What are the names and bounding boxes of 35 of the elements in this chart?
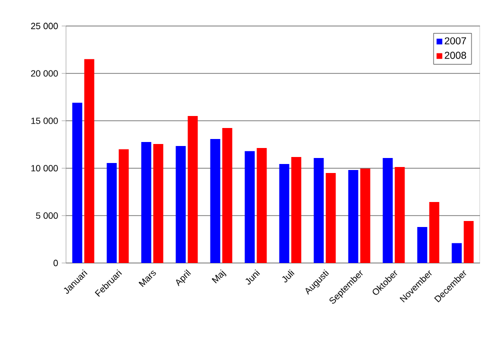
legend-label: 2007 bbox=[444, 37, 466, 44]
bar bbox=[291, 157, 302, 263]
bar bbox=[84, 59, 94, 263]
bar bbox=[429, 202, 440, 263]
legend-label: 2008 bbox=[444, 52, 466, 59]
bar bbox=[314, 158, 324, 263]
bar bbox=[394, 166, 405, 263]
bar bbox=[360, 168, 370, 263]
bar bbox=[188, 116, 198, 263]
y-tick-label: 0 bbox=[54, 260, 58, 266]
x-tick-label: Juli bbox=[282, 269, 294, 282]
x-tick-label: Maj bbox=[212, 269, 226, 284]
bar bbox=[417, 226, 428, 263]
x-tick-label: Juni bbox=[246, 269, 260, 284]
bar bbox=[106, 162, 117, 263]
bar bbox=[348, 170, 358, 263]
y-tick-label: 10 000 bbox=[31, 165, 58, 172]
y-tick-label: 25 000 bbox=[31, 22, 58, 30]
bar bbox=[222, 128, 232, 263]
bar bbox=[464, 221, 474, 263]
bar bbox=[382, 158, 393, 263]
bar bbox=[72, 102, 82, 263]
bar bbox=[279, 164, 290, 263]
bar bbox=[118, 149, 129, 263]
bar bbox=[244, 151, 255, 263]
bar bbox=[210, 139, 220, 263]
y-tick-label: 20 000 bbox=[31, 70, 58, 77]
bar bbox=[256, 148, 267, 263]
bar bbox=[153, 144, 164, 263]
bar bbox=[176, 146, 186, 263]
y-tick-label: 5 000 bbox=[36, 212, 58, 219]
y-tick-label: 15 000 bbox=[31, 118, 58, 124]
bar bbox=[452, 243, 462, 263]
bar bbox=[326, 173, 336, 263]
bar bbox=[141, 142, 152, 263]
